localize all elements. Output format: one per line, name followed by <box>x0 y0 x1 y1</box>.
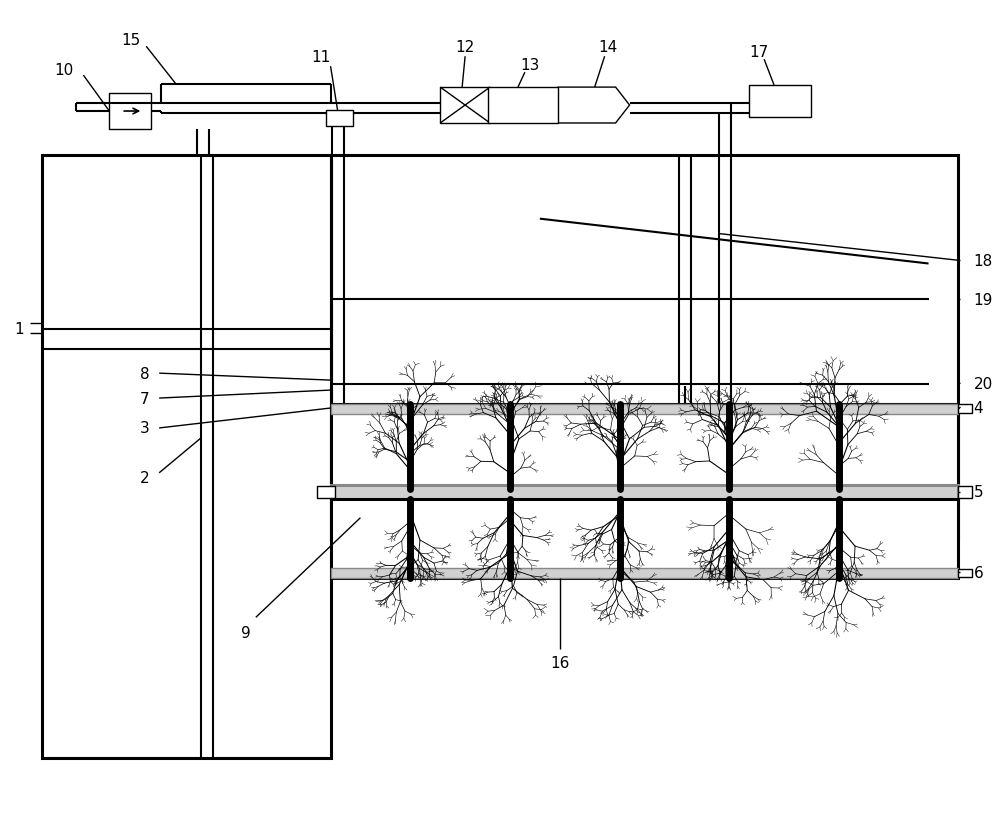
Bar <box>331 485 958 499</box>
Text: 9: 9 <box>241 625 251 640</box>
Bar <box>958 570 972 578</box>
Bar <box>331 156 958 539</box>
Text: 11: 11 <box>311 50 330 65</box>
Text: 16: 16 <box>550 655 569 670</box>
Text: 17: 17 <box>750 45 769 60</box>
Text: 5: 5 <box>973 484 983 499</box>
Text: 8: 8 <box>140 366 149 381</box>
Bar <box>331 499 958 579</box>
Bar <box>326 111 353 127</box>
Text: 20: 20 <box>973 376 993 391</box>
Text: 12: 12 <box>455 40 475 55</box>
Text: 10: 10 <box>54 63 73 78</box>
Bar <box>331 405 958 489</box>
Bar <box>331 405 958 415</box>
Bar <box>331 569 958 579</box>
Bar <box>317 486 335 498</box>
Bar <box>749 86 811 118</box>
Text: 4: 4 <box>973 400 983 415</box>
Text: 7: 7 <box>140 391 149 406</box>
Text: 19: 19 <box>973 292 993 307</box>
Bar <box>958 486 972 498</box>
Text: 14: 14 <box>598 40 617 55</box>
Bar <box>958 405 972 413</box>
Text: 1: 1 <box>14 321 24 336</box>
Text: 2: 2 <box>140 470 149 486</box>
Text: 18: 18 <box>973 253 993 269</box>
Text: 6: 6 <box>973 566 983 580</box>
Bar <box>440 88 490 124</box>
Bar <box>488 88 558 124</box>
Text: 15: 15 <box>122 33 141 48</box>
Bar <box>42 156 331 758</box>
Bar <box>109 94 151 130</box>
Text: 13: 13 <box>520 58 540 73</box>
Text: 3: 3 <box>139 421 149 436</box>
